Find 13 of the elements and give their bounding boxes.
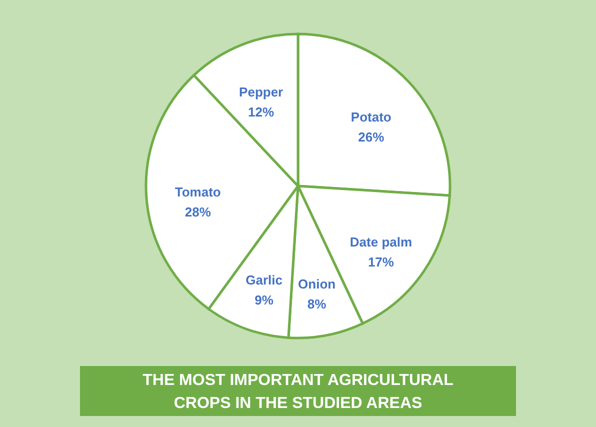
slice-label: Potato <box>350 109 392 124</box>
data-label: 9% <box>254 292 274 308</box>
slice-label: Date palm <box>350 234 412 250</box>
data-label: 12% <box>248 104 275 120</box>
data-label: 26% <box>358 129 385 144</box>
slice-label: Onion <box>298 276 336 292</box>
slice-label: Garlic <box>246 272 282 288</box>
slice-label: Tomato <box>174 184 221 200</box>
data-label: 28% <box>184 204 212 220</box>
data-label: 17% <box>368 254 394 270</box>
slice-label: Pepper <box>239 84 284 100</box>
data-label: 8% <box>307 296 327 312</box>
text: THE MOST IMPORTANT AGRICULTURAL CROPS IN THE STUDIED AREAS <box>142 372 454 412</box>
